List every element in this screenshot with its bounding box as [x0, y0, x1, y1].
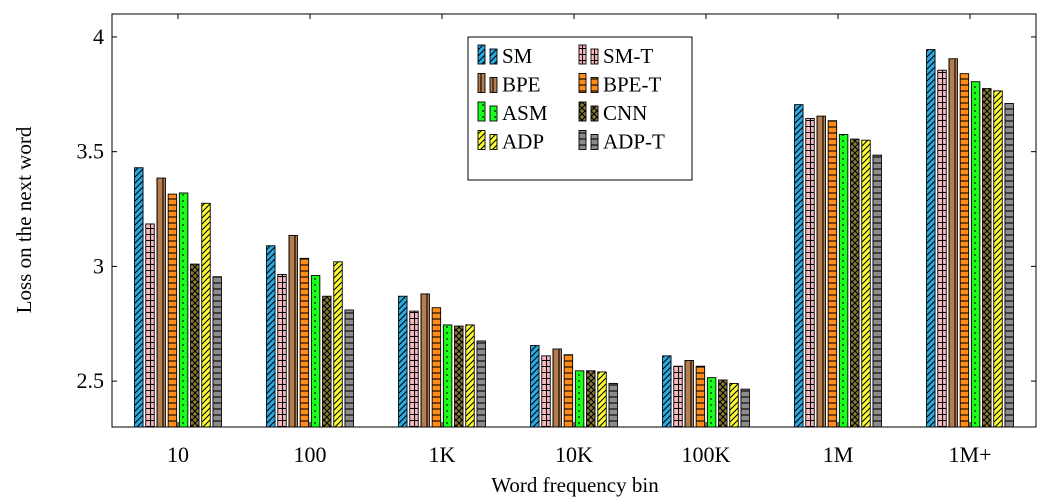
bar-cnn-100 [322, 295, 332, 428]
bar-asm-10k [574, 370, 585, 428]
legend-swatch [489, 134, 498, 150]
legend-label: BPE [502, 73, 541, 97]
x-tick-label: 1M [823, 442, 854, 467]
bar-bpe-t-1mplus [959, 73, 970, 428]
x-tick-label: 1K [429, 442, 456, 467]
bar-sm-t-1mplus [937, 69, 947, 428]
bar-adp-t-1k [476, 340, 486, 428]
bar-adp-t-10k [608, 382, 618, 428]
legend-swatch [477, 101, 486, 122]
legend-label: BPE-T [603, 73, 662, 97]
bar-sm-1m [794, 104, 804, 428]
legend-swatch [578, 44, 587, 65]
legend-swatch [578, 101, 587, 122]
legend-label: ASM [502, 101, 548, 125]
bar-adp-100 [333, 261, 343, 428]
bar-bpe-10 [156, 177, 166, 428]
x-tick-label: 10K [555, 442, 593, 467]
bar-bpe-t-1k [431, 307, 442, 428]
bar-adp-1mplus [993, 90, 1003, 428]
bar-sm-1k [398, 295, 408, 428]
legend-swatch [578, 130, 587, 150]
bar-cnn-100k [718, 379, 728, 428]
bar-bpe-1mplus [948, 58, 958, 428]
y-tick-label: 3.5 [77, 139, 105, 164]
legend-swatch [477, 73, 486, 93]
bar-sm-100 [266, 245, 276, 428]
bar-sm-t-100 [277, 273, 287, 428]
bar-adp-10k [597, 371, 607, 428]
x-tick-label: 1M+ [949, 442, 992, 467]
bar-cnn-1mplus [982, 88, 992, 428]
x-tick-label: 100 [294, 442, 327, 467]
bar-bpe-t-1m [827, 120, 838, 428]
legend-swatch [590, 105, 599, 122]
bar-asm-100k [706, 377, 717, 428]
legend-label: ADP-T [603, 130, 665, 154]
bar-adp-1k [465, 324, 475, 428]
legend-swatch [578, 73, 587, 93]
legend-swatch [477, 44, 486, 65]
bar-sm-t-1k [409, 310, 419, 428]
bar-bpe-1m [816, 115, 826, 428]
bar-bpe-t-100k [695, 365, 706, 428]
legend-label: SM [502, 44, 533, 68]
x-tick-label: 100K [682, 442, 731, 467]
legend-label: ADP [502, 130, 544, 154]
bar-asm-100 [310, 275, 321, 428]
x-axis-label: Word frequency bin [491, 473, 659, 497]
bar-asm-1k [442, 324, 453, 428]
bar-cnn-10k [586, 370, 596, 428]
bar-sm-t-100k [673, 365, 683, 428]
bar-adp-t-1m [872, 154, 882, 428]
y-tick-label: 2.5 [77, 368, 105, 393]
bar-sm-1mplus [926, 49, 936, 428]
bar-sm-100k [662, 355, 672, 428]
bar-asm-1mplus [970, 81, 981, 428]
bar-bpe-10k [552, 348, 562, 428]
bar-cnn-1k [454, 325, 464, 428]
y-tick-label: 3 [93, 253, 104, 278]
legend-label: CNN [603, 101, 647, 125]
legend-swatch [590, 48, 599, 65]
bar-adp-t-10 [212, 276, 222, 428]
bar-bpe-100k [684, 360, 694, 428]
bar-asm-1m [838, 134, 849, 428]
legend-swatch [590, 134, 599, 150]
bar-sm-10 [134, 167, 144, 428]
bar-cnn-10 [190, 263, 200, 428]
bar-sm-10k [530, 345, 540, 428]
bar-bpe-1k [420, 293, 430, 428]
bar-adp-t-100k [740, 388, 750, 428]
bar-cnn-1m [850, 138, 860, 428]
bar-bpe-t-100 [299, 257, 310, 428]
x-tick-label: 10 [167, 442, 189, 467]
legend-swatch [489, 105, 498, 122]
bar-bpe-t-10 [167, 193, 178, 428]
bar-adp-1m [861, 139, 871, 428]
legend-swatch [489, 48, 498, 65]
legend-swatch [489, 77, 498, 93]
bar-sm-t-1m [805, 117, 815, 428]
bar-adp-t-1mplus [1004, 103, 1014, 428]
bar-bpe-t-10k [563, 354, 574, 428]
y-tick-label: 4 [93, 24, 104, 49]
legend-swatch [590, 77, 599, 93]
legend-label: SM-T [603, 44, 653, 68]
bar-sm-t-10k [541, 355, 551, 428]
bar-sm-t-10 [145, 223, 155, 428]
legend-swatch [477, 130, 486, 150]
bar-adp-100k [729, 382, 739, 428]
bar-asm-10 [178, 192, 189, 428]
bar-bpe-100 [288, 234, 298, 428]
y-axis-label: Loss on the next word [12, 126, 36, 313]
bar-adp-10 [201, 202, 211, 428]
bar-adp-t-100 [344, 309, 354, 428]
